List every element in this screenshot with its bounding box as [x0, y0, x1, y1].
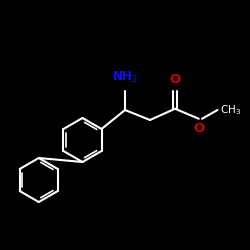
Text: NH$_2$: NH$_2$	[112, 70, 138, 85]
Text: O: O	[193, 122, 204, 136]
Text: CH$_3$: CH$_3$	[220, 103, 241, 117]
Text: O: O	[170, 73, 180, 86]
